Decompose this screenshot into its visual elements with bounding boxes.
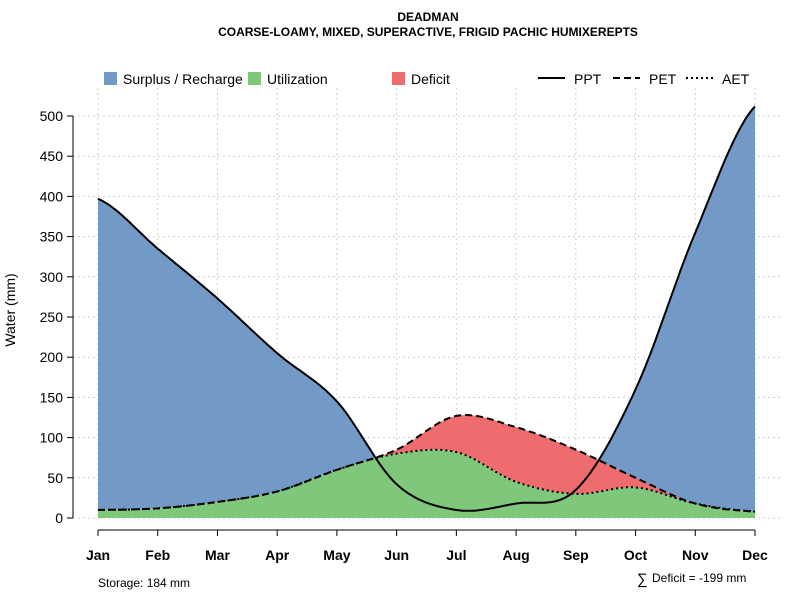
storage-annotation: Storage: 184 mm	[98, 576, 190, 590]
axes: 0 50 100 150 200 250 300 350 400 450 500 Jan Feb Mar A…	[40, 108, 768, 563]
chart-title: DEADMAN	[397, 10, 458, 24]
y-tick-label: 400	[40, 188, 64, 204]
deficit-area	[98, 415, 755, 512]
x-tick-label-jun: Jun	[384, 547, 409, 563]
series-lines	[97, 105, 756, 513]
legend-label-0: Surplus / Recharge	[123, 71, 243, 87]
deficit-annotation: Deficit = -199 mm	[652, 571, 746, 585]
x-tick-label-may: May	[323, 547, 350, 563]
area-fills	[98, 106, 755, 518]
y-tick-label: 250	[40, 309, 64, 325]
utilization-area	[98, 449, 755, 518]
x-tick-label-nov: Nov	[682, 547, 709, 563]
legend-line-label-aet: AET	[722, 71, 750, 87]
y-tick-label: 200	[40, 349, 64, 365]
legend-line-label-ppt: PPT	[574, 71, 602, 87]
x-tick-label-aug: Aug	[502, 547, 529, 563]
surplus-area	[98, 106, 755, 512]
y-tick-label: 0	[55, 510, 63, 526]
legend-line-label-pet: PET	[649, 71, 677, 87]
y-tick-label: 350	[40, 229, 64, 245]
legend-swatch-1	[248, 72, 261, 85]
y-tick-label: 300	[40, 269, 64, 285]
chart-subtitle: COARSE-LOAMY, MIXED, SUPERACTIVE, FRIGID…	[218, 25, 638, 39]
legend-swatch-2	[392, 72, 405, 85]
x-tick-label-mar: Mar	[205, 547, 230, 563]
x-tick-label-apr: Apr	[265, 547, 290, 563]
x-tick-label-jul: Jul	[446, 547, 466, 563]
legend-label-2: Deficit	[411, 71, 450, 87]
x-tick-label-dec: Dec	[742, 547, 768, 563]
x-tick-label-oct: Oct	[624, 547, 648, 563]
y-tick-label: 500	[40, 108, 64, 124]
y-tick-label: 150	[40, 389, 64, 405]
y-tick-label: 50	[47, 470, 63, 486]
series-line-ppt	[97, 105, 756, 512]
y-tick-label: 450	[40, 148, 64, 164]
sum-icon: ∑	[637, 571, 648, 588]
x-tick-label-jan: Jan	[86, 547, 110, 563]
legend-swatch-0	[104, 72, 117, 85]
x-tick-label-sep: Sep	[563, 547, 589, 563]
legend-label-1: Utilization	[267, 71, 328, 87]
series-line-pet	[97, 413, 756, 513]
y-axis-label: Water (mm)	[2, 273, 18, 346]
legend: Surplus / Recharge Utilization Deficit PPT P…	[104, 71, 750, 87]
x-tick-label-feb: Feb	[145, 547, 170, 563]
series-line-aet	[97, 448, 756, 513]
y-tick-label: 100	[40, 430, 64, 446]
